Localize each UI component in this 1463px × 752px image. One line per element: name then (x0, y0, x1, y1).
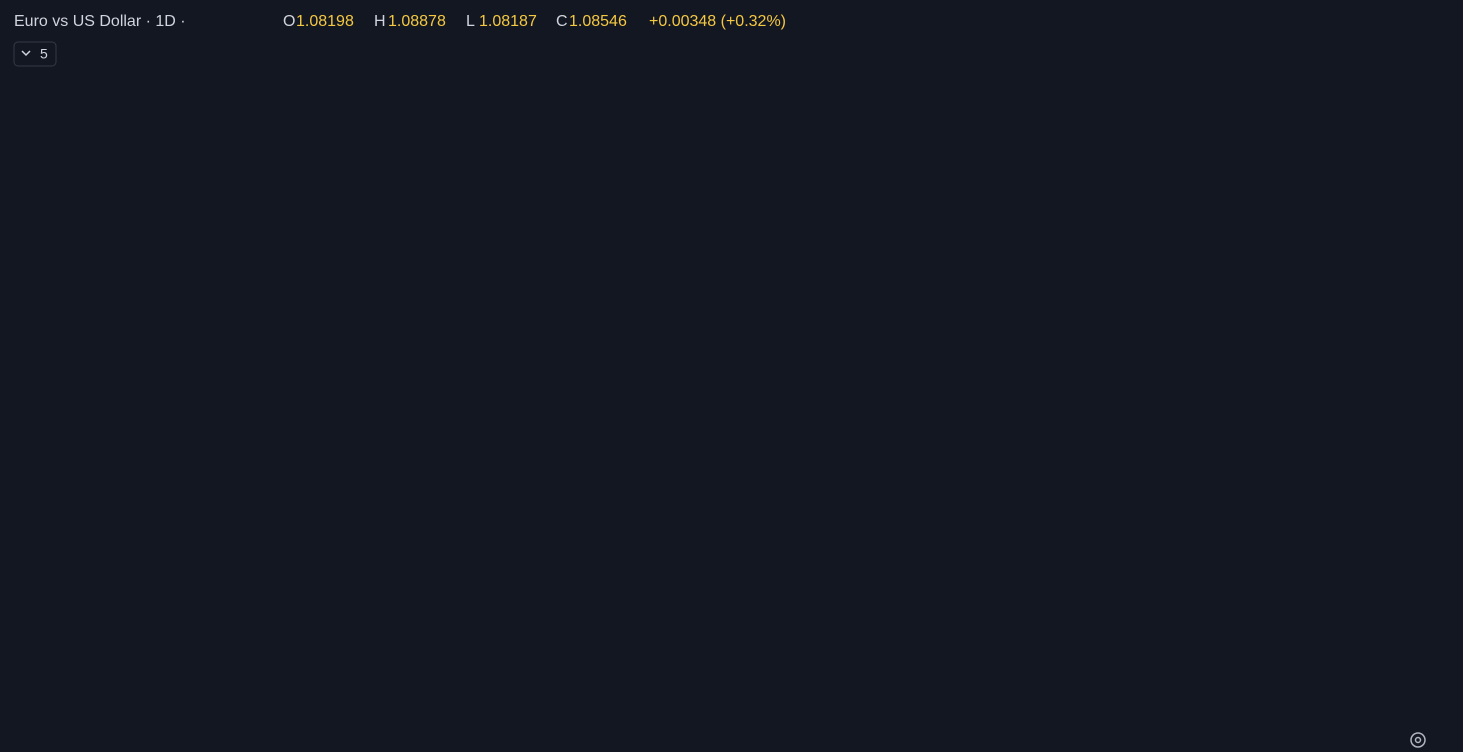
symbol-title: Euro vs US Dollar · 1D · (14, 13, 186, 30)
indicator-toggle[interactable] (13, 41, 57, 67)
gear-center (1414, 736, 1422, 744)
indicator-count: 5 (40, 46, 48, 62)
gear (1410, 732, 1426, 748)
settings-icon[interactable] (1410, 732, 1426, 748)
chevron (21, 50, 31, 57)
change: +0.00348 (+0.32%) (649, 13, 786, 30)
ohlc-value: 1.08546 (569, 13, 627, 30)
ohlc-letter: L (466, 13, 475, 30)
ohlc-letter: O (283, 13, 295, 30)
legend-header: Euro vs US Dollar · 1D · O 1.08198 H 1.0… (13, 13, 786, 67)
ohlc-letter: H (374, 13, 386, 30)
ohlc-value: 1.08198 (296, 13, 354, 30)
ohlc-letter: C (556, 13, 568, 30)
ohlc-value: 1.08878 (388, 13, 446, 30)
ohlc-value: 1.08187 (479, 13, 537, 30)
